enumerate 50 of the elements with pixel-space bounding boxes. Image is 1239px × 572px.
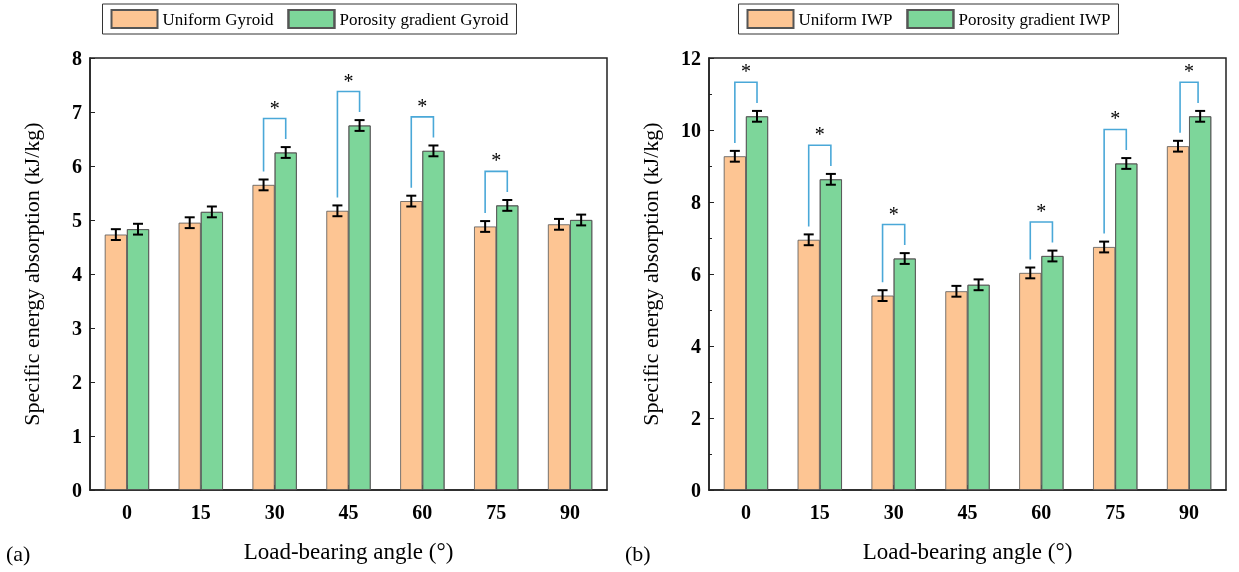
x-tick-label: 75 [1105, 501, 1126, 523]
annotation: * [491, 149, 502, 172]
y-tick-label: 6 [691, 263, 701, 285]
y-tick-label: 2 [691, 407, 701, 429]
annotation: * [1036, 200, 1047, 222]
y-axis-title: Specific energy absorption (kJ/kg) [18, 122, 44, 426]
x-tick-label: 0 [740, 501, 751, 523]
annotation: * [1184, 60, 1195, 83]
annotation: * [417, 94, 428, 117]
annotation: * [343, 69, 354, 92]
annotation: * [888, 202, 899, 225]
x-axis-title: Load-bearing angle (°) [243, 539, 454, 564]
y-axis-title: Specific energy absorption (kJ/kg) [637, 122, 663, 426]
x-tick-label: 30 [883, 501, 904, 523]
y-tick-label: 7 [72, 101, 82, 123]
y-tick-label: 3 [72, 317, 82, 339]
x-tick-label: 60 [412, 501, 433, 523]
annotation: * [814, 123, 825, 146]
y-tick-label: 4 [691, 335, 701, 357]
y-tick-label: 10 [681, 119, 701, 141]
text: (b) [625, 540, 651, 566]
x-tick-label: 45 [957, 501, 978, 523]
y-tick-label: 2 [72, 371, 82, 393]
x-axis-title: Load-bearing angle (°) [862, 539, 1073, 564]
x-tick-label: 15 [809, 501, 830, 523]
annotation: * [740, 60, 751, 83]
legend-label: Porosity gradient IWP [958, 9, 1111, 29]
x-tick-label: 60 [1031, 501, 1052, 523]
text: (a) [6, 540, 31, 566]
y-tick-label: 8 [72, 47, 82, 69]
y-tick-label: 1 [72, 425, 82, 447]
y-tick-label: 5 [72, 209, 82, 231]
y-tick-label: 8 [691, 191, 701, 213]
x-tick-label: 30 [264, 501, 285, 523]
x-tick-label: 0 [121, 501, 132, 523]
y-tick-label: 6 [72, 155, 82, 177]
y-tick-label: 0 [691, 479, 701, 501]
x-tick-label: 90 [560, 501, 581, 523]
y-tick-label: 12 [681, 47, 701, 69]
y-tick-label: 4 [72, 263, 82, 285]
x-tick-label: 75 [486, 501, 507, 523]
annotation: * [1110, 107, 1121, 130]
annotation: * [269, 96, 280, 119]
x-tick-label: 90 [1179, 501, 1200, 523]
legend-label: Porosity gradient Gyroid [339, 9, 509, 29]
x-tick-label: 15 [190, 501, 211, 523]
legend-label: Uniform Gyroid [162, 9, 274, 29]
y-tick-label: 0 [72, 479, 82, 501]
x-tick-label: 45 [338, 501, 359, 523]
legend-label: Uniform IWP [798, 9, 893, 29]
